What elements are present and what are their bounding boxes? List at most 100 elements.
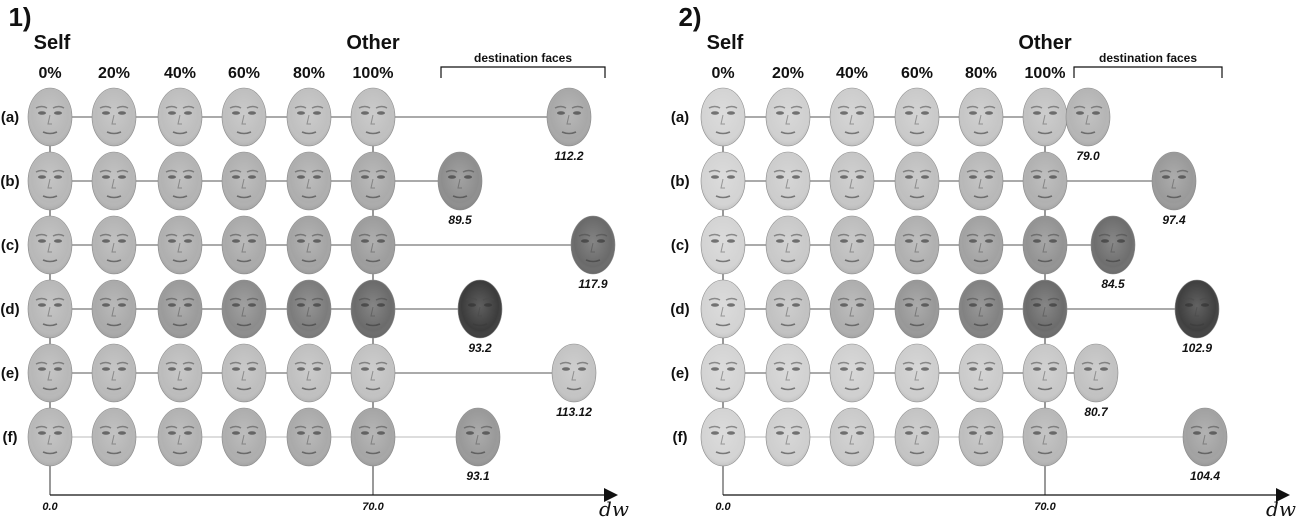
other-label: Other — [346, 32, 400, 54]
right-eyebrow — [246, 425, 259, 429]
nose — [47, 242, 52, 253]
left-eyebrow — [35, 361, 48, 365]
left-eye — [905, 367, 913, 371]
left-eyebrow — [358, 297, 371, 301]
face-shading — [1074, 344, 1118, 402]
left-eyebrow — [1190, 425, 1203, 429]
left-eyebrow — [35, 425, 48, 429]
left-eye — [38, 431, 46, 435]
morph-face — [157, 343, 203, 403]
right-eyebrow — [790, 361, 803, 365]
left-eye — [905, 111, 913, 115]
left-eyebrow — [837, 361, 850, 365]
destination-face — [551, 343, 597, 403]
right-eye — [54, 367, 62, 371]
face-shading — [1152, 152, 1196, 210]
destination-face — [1174, 279, 1220, 339]
morph-face — [1022, 151, 1068, 211]
mouth — [106, 323, 122, 327]
nose — [849, 114, 854, 125]
morph-face — [700, 407, 746, 467]
nose — [477, 306, 482, 317]
nose — [370, 178, 375, 189]
face-shading — [895, 152, 939, 210]
right-eyebrow — [725, 361, 738, 365]
left-eyebrow — [165, 169, 178, 173]
row-label: (d) — [670, 301, 689, 318]
nose — [370, 306, 375, 317]
morph-face — [221, 407, 267, 467]
panel-2: 2) Self Other 0% 20% 40% 60% 80% 100% destination… — [670, 2, 1296, 518]
right-eye — [118, 431, 126, 435]
left-eyebrow — [578, 233, 591, 237]
right-eyebrow — [983, 361, 996, 365]
destination-face — [1090, 215, 1136, 275]
mouth — [172, 451, 188, 455]
mouth — [780, 451, 796, 455]
face-shading — [1023, 344, 1067, 402]
face-shading — [222, 408, 266, 466]
right-eye — [921, 303, 929, 307]
right-eyebrow — [116, 297, 129, 301]
mouth — [715, 259, 731, 263]
nose — [1194, 306, 1199, 317]
face-shading — [895, 216, 939, 274]
left-eye — [840, 111, 848, 115]
left-eye — [168, 431, 176, 435]
left-eye — [969, 239, 977, 243]
right-eye — [985, 111, 993, 115]
left-eyebrow — [294, 105, 307, 109]
left-eye — [38, 175, 46, 179]
face-shading — [547, 88, 591, 146]
nose — [785, 114, 790, 125]
right-eye — [727, 239, 735, 243]
left-eye — [711, 239, 719, 243]
right-eyebrow — [311, 425, 324, 429]
right-eye — [921, 239, 929, 243]
face-shading — [766, 152, 810, 210]
right-eye — [792, 175, 800, 179]
morph-face — [894, 407, 940, 467]
right-eyebrow — [983, 425, 996, 429]
face-shading — [222, 280, 266, 338]
right-eye — [578, 367, 586, 371]
dw-axis-arrowhead — [1276, 488, 1290, 502]
nose — [1110, 242, 1115, 253]
mouth — [42, 323, 58, 327]
right-eyebrow — [246, 233, 259, 237]
mouth — [844, 259, 860, 263]
left-eye — [361, 303, 369, 307]
nose — [111, 370, 116, 381]
right-eye — [484, 303, 492, 307]
mouth — [715, 387, 731, 391]
face-shading — [830, 88, 874, 146]
morph-face — [350, 407, 396, 467]
morph-face — [286, 343, 332, 403]
right-eyebrow — [725, 169, 738, 173]
right-eye — [118, 367, 126, 371]
right-eyebrow — [116, 233, 129, 237]
right-eyebrow — [182, 361, 195, 365]
face-shading — [1066, 88, 1110, 146]
left-eyebrow — [708, 105, 721, 109]
left-eyebrow — [229, 105, 242, 109]
right-eyebrow — [311, 361, 324, 365]
nose — [978, 178, 983, 189]
right-eye — [921, 111, 929, 115]
right-eye — [856, 303, 864, 307]
morph-face — [829, 343, 875, 403]
morph-face — [286, 87, 332, 147]
right-eyebrow — [116, 361, 129, 365]
left-eye — [557, 111, 565, 115]
mouth — [301, 259, 317, 263]
destination-distance: 97.4 — [1162, 213, 1186, 227]
face-shading — [158, 88, 202, 146]
right-eyebrow — [1090, 105, 1103, 109]
row-label: (a) — [1, 109, 19, 126]
mouth — [909, 195, 925, 199]
nose — [1093, 370, 1098, 381]
mouth — [301, 195, 317, 199]
right-eye — [1092, 111, 1100, 115]
face-shading — [458, 280, 502, 338]
